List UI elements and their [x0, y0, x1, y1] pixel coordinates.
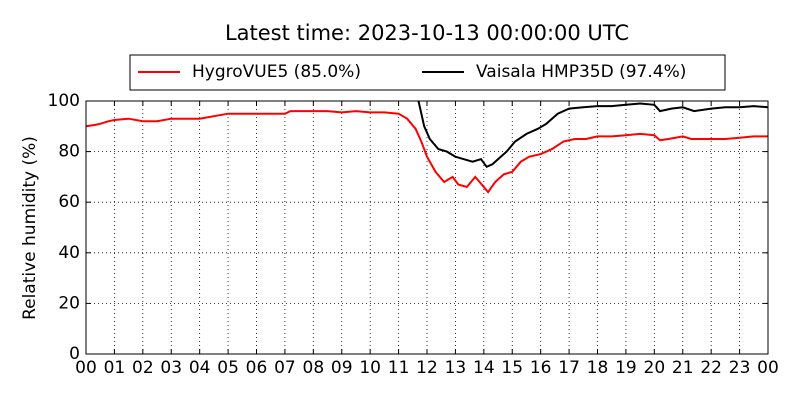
x-tick-label: 21 [672, 358, 694, 378]
series-line [417, 101, 768, 169]
x-tick-label: 06 [246, 358, 268, 378]
x-tick-label: 15 [501, 358, 523, 378]
x-tick-label: 02 [132, 358, 154, 378]
y-tick-label: 0 [69, 344, 80, 364]
chart-title: Latest time: 2023-10-13 00:00:00 UTC [225, 21, 629, 45]
x-tick-label: 18 [587, 358, 609, 378]
x-tick-label: 22 [700, 358, 722, 378]
y-tick-label: 100 [48, 91, 80, 111]
x-tick-label: 07 [274, 358, 296, 378]
y-tick-label: 40 [58, 243, 80, 263]
x-tick-label: 09 [331, 358, 353, 378]
x-tick-label: 16 [530, 358, 552, 378]
x-tick-label: 01 [104, 358, 126, 378]
x-tick-label: 17 [558, 358, 580, 378]
x-tick-label: 03 [160, 358, 182, 378]
series-line [86, 110, 768, 194]
legend-label: HygroVUE5 (85.0%) [192, 62, 361, 82]
x-tick-label: 14 [473, 358, 495, 378]
x-tick-label: 04 [189, 358, 211, 378]
x-tick-label: 19 [615, 358, 637, 378]
y-tick-label: 60 [58, 192, 80, 212]
x-tick-label: 00 [75, 358, 97, 378]
x-tick-label: 12 [416, 358, 438, 378]
y-tick-label: 80 [58, 142, 80, 162]
x-tick-label: 23 [729, 358, 751, 378]
y-axis-label: Relative humidity (%) [20, 136, 40, 320]
y-tick-label: 20 [58, 293, 80, 313]
x-tick-label: 13 [445, 358, 467, 378]
x-tick-label: 20 [644, 358, 666, 378]
x-tick-label: 00 [757, 358, 779, 378]
x-tick-label: 11 [388, 358, 410, 378]
x-tick-label: 05 [217, 358, 239, 378]
legend-label: Vaisala HMP35D (97.4%) [476, 62, 686, 82]
x-tick-label: 08 [303, 358, 325, 378]
x-tick-label: 10 [359, 358, 381, 378]
